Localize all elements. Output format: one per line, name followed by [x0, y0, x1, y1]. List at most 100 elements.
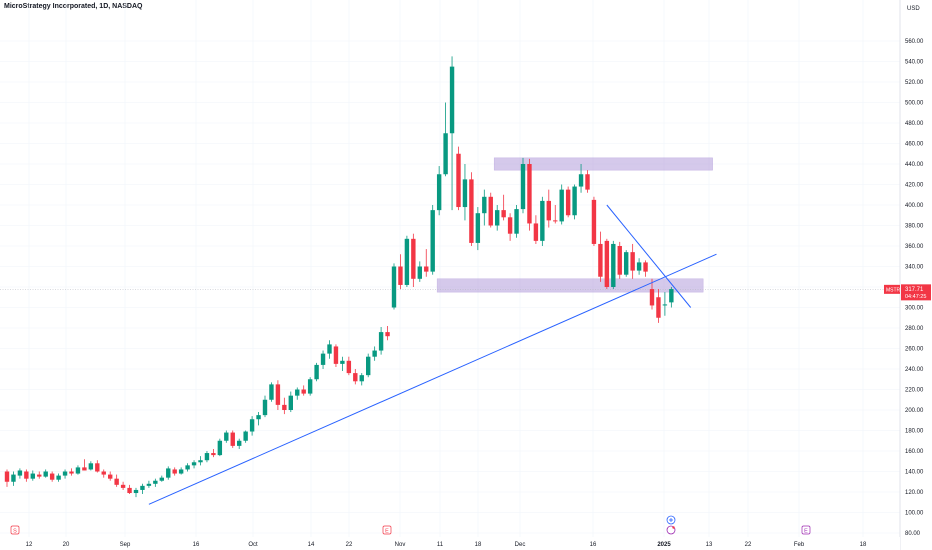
candle: [462, 164, 468, 221]
candle: [159, 475, 164, 482]
price-tick: 340.00: [905, 265, 924, 271]
candle-body: [43, 471, 48, 477]
candle: [559, 184, 564, 225]
candle-body: [617, 246, 622, 275]
time-tick: 12: [26, 542, 33, 548]
price-tick: 360.00: [905, 244, 924, 250]
candle: [11, 471, 16, 486]
candle-body: [462, 179, 468, 208]
event-marker[interactable]: E: [801, 525, 811, 535]
price-tick: 180.00: [905, 429, 924, 435]
falling-trendline[interactable]: [606, 204, 692, 308]
candle: [449, 56, 455, 211]
candle-body: [172, 469, 177, 474]
candle-body: [449, 66, 455, 134]
candle-body: [146, 483, 152, 486]
event-marker[interactable]: S: [10, 525, 20, 535]
price-tick: 120.00: [905, 490, 924, 496]
candle: [211, 448, 216, 458]
candle: [346, 356, 352, 376]
candle: [669, 287, 674, 308]
candle: [301, 385, 306, 396]
add-event-icon[interactable]: [666, 515, 676, 525]
candle-body: [178, 469, 184, 474]
candle-body: [237, 440, 242, 446]
candle-body: [108, 474, 113, 479]
candle-body: [307, 379, 313, 394]
candle: [578, 164, 584, 193]
candle: [191, 460, 197, 469]
price-tick: 380.00: [905, 224, 924, 230]
candle: [333, 344, 339, 367]
candle: [198, 456, 203, 466]
candle: [469, 172, 474, 246]
candle-body: [656, 297, 661, 318]
candle-body: [546, 200, 551, 221]
candle: [436, 166, 442, 216]
price-tick: 480.00: [905, 121, 924, 127]
candle-body: [256, 415, 261, 420]
candle-body: [540, 200, 545, 241]
time-tick: 18: [860, 542, 867, 548]
candle-body: [75, 467, 81, 474]
candle-body: [372, 350, 377, 357]
candle: [114, 474, 119, 487]
support-zone: [436, 278, 704, 293]
time-tick: Feb: [794, 542, 805, 548]
price-tick: 280.00: [905, 326, 924, 332]
candle-body: [565, 189, 571, 216]
trendlines: [148, 204, 717, 505]
event-marker[interactable]: E: [382, 525, 392, 535]
candle-body: [69, 471, 74, 474]
candle-body: [262, 399, 268, 416]
candle-body: [495, 210, 500, 226]
candle-body: [643, 262, 648, 272]
rising-trendline[interactable]: [148, 253, 717, 505]
candle: [656, 289, 661, 323]
price-tick: 220.00: [905, 388, 924, 394]
time-tick: Nov: [395, 542, 406, 548]
candle-body: [204, 453, 210, 461]
time-axis-bg: [0, 537, 900, 550]
time-axis: 12 20 Sep 16 Oct 14 22 Nov 11 18 Dec 16 2025 13 22 Feb 1…: [26, 542, 867, 548]
candle: [643, 260, 648, 277]
candle: [166, 466, 171, 480]
candle: [314, 362, 319, 382]
candle-body: [591, 199, 597, 244]
candle-body: [88, 463, 94, 470]
time-tick: 13: [706, 542, 713, 548]
candle: [256, 412, 261, 426]
price-tick: 140.00: [905, 470, 924, 476]
candle-body: [37, 474, 42, 477]
svg-text:MSTR: MSTR: [886, 287, 901, 293]
svg-text:E: E: [804, 529, 808, 535]
candle-body: [191, 462, 197, 466]
candle-body: [398, 266, 403, 285]
candle: [366, 353, 371, 378]
candle-body: [120, 484, 126, 488]
candles: [4, 56, 674, 498]
symbol-tag: [884, 284, 900, 294]
price-tag: [901, 284, 931, 301]
candle-body: [101, 471, 106, 475]
time-tick: 22: [745, 542, 752, 548]
candle-body: [11, 474, 16, 482]
candle: [585, 170, 590, 193]
candle-body: [514, 209, 519, 234]
candle-body: [249, 419, 255, 432]
candle-body: [443, 133, 448, 175]
candle: [611, 240, 616, 290]
dividend-icon[interactable]: [666, 525, 676, 535]
candle: [224, 430, 229, 443]
candle: [327, 340, 332, 359]
candle-body: [411, 238, 416, 279]
candle: [307, 377, 313, 396]
candle-body: [275, 384, 281, 405]
price-tick: 440.00: [905, 162, 924, 168]
candle: [385, 325, 390, 341]
candle-body: [469, 179, 474, 243]
time-tick: Dec: [515, 542, 526, 548]
price-tick: 460.00: [905, 142, 924, 148]
